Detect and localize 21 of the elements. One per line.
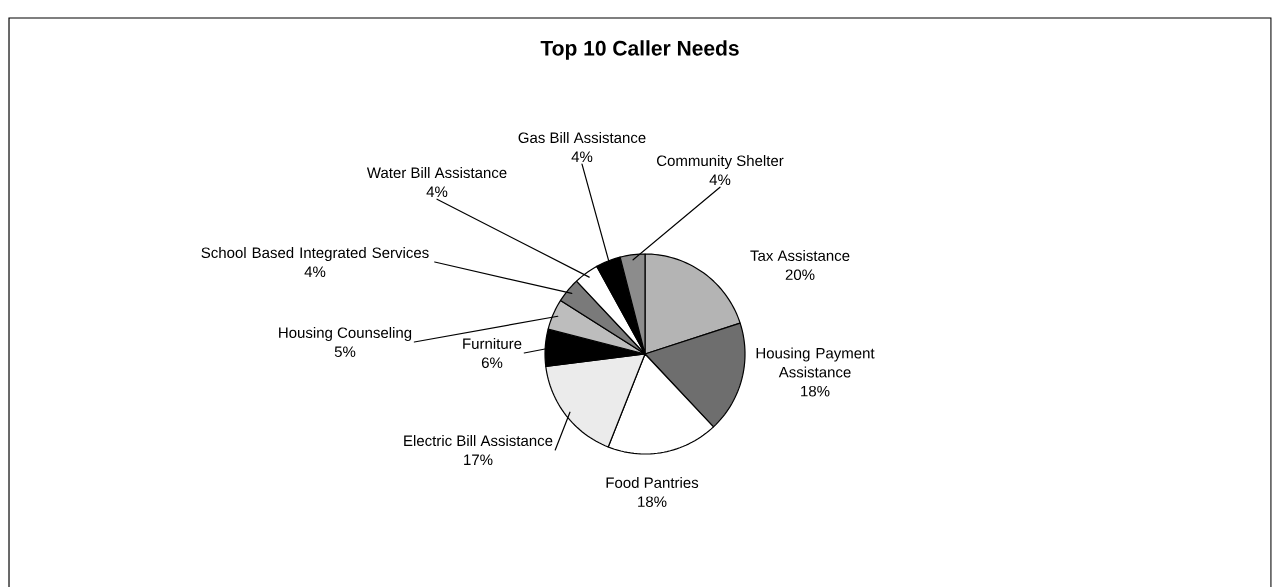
slice-label: Electric Bill Assistance xyxy=(404,435,553,447)
data-label: 4% xyxy=(571,151,593,162)
slice-label: Community Shelter xyxy=(657,155,784,169)
slice-label: School Based Integrated Services xyxy=(201,247,429,261)
data-label: 4% xyxy=(709,174,731,185)
chart-title: Top 10 Caller Needs xyxy=(540,40,739,60)
slice-label: Tax Assistance xyxy=(750,249,850,261)
data-label: 18% xyxy=(638,496,667,507)
data-label: 20% xyxy=(785,269,815,280)
data-label: 6% xyxy=(481,357,503,368)
data-label: 17% xyxy=(464,454,493,465)
slice-label: Water Bill Assistance xyxy=(366,167,507,179)
slice-label: Housing Counseling xyxy=(279,326,412,341)
slice-label: Gas Bill Assistance xyxy=(518,132,646,144)
slice-label: Food Pantries xyxy=(606,476,699,488)
data-label: 4% xyxy=(304,266,326,277)
slice-label: Furniture xyxy=(463,337,522,349)
data-label: 5% xyxy=(334,346,356,357)
slice-label: Housing Payment Assistance xyxy=(756,347,875,378)
data-label: 4% xyxy=(426,186,448,197)
data-label: 18% xyxy=(801,385,830,397)
